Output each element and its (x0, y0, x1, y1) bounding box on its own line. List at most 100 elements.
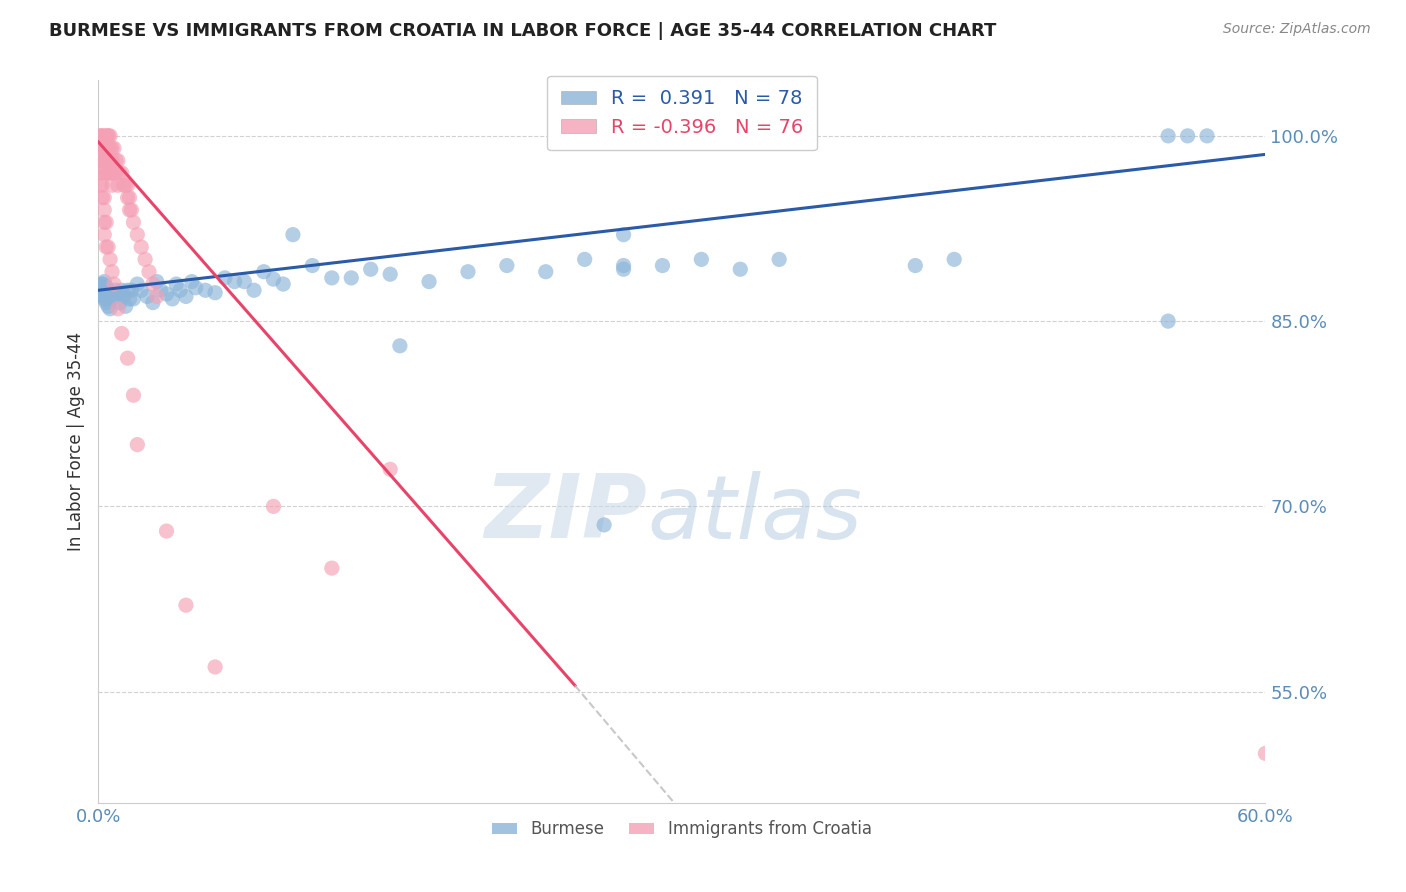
Point (96, 128, 118, 143)
Point (96, 292, 118, 306)
Point (93, 202, 115, 217)
Point (107, 301, 129, 316)
Point (121, 283, 143, 297)
Point (122, 292, 145, 306)
Point (103, 277, 125, 291)
Point (651, 259, 673, 273)
Point (138, 265, 160, 279)
Point (98, 252, 121, 267)
Point (730, 262, 752, 277)
Point (418, 275, 440, 289)
Point (91, 128, 114, 143)
Point (89, 178, 111, 193)
Point (146, 289, 169, 303)
Point (388, 339, 411, 353)
Point (93, 141, 115, 155)
Point (89, 141, 111, 155)
Point (262, 272, 284, 286)
Point (89, 287, 111, 301)
Point (149, 283, 172, 297)
Point (107, 153, 129, 168)
Point (97, 141, 120, 155)
Point (253, 265, 276, 279)
Point (97, 128, 120, 143)
Point (301, 259, 323, 273)
Point (93, 153, 115, 168)
Point (98, 166, 121, 180)
Point (118, 191, 141, 205)
Point (613, 227, 636, 242)
Point (93, 191, 115, 205)
Point (118, 202, 141, 217)
Point (91, 141, 114, 155)
Point (97, 240, 120, 254)
Point (129, 283, 152, 297)
Point (97, 166, 120, 180)
Point (93, 166, 115, 180)
Point (243, 283, 266, 297)
Point (101, 292, 124, 306)
Point (321, 561, 343, 575)
Point (127, 227, 149, 242)
Point (281, 227, 304, 242)
Point (117, 283, 139, 297)
Point (1157, 314, 1180, 328)
Point (146, 275, 169, 289)
Point (89, 128, 111, 143)
Point (121, 202, 143, 217)
Point (91, 191, 114, 205)
Point (904, 259, 927, 273)
Point (340, 271, 363, 285)
Point (380, 267, 402, 281)
Point (194, 283, 217, 297)
Point (93, 275, 115, 289)
Point (118, 292, 141, 306)
Point (96, 166, 118, 180)
Point (111, 326, 134, 341)
Point (93, 215, 115, 229)
Point (91, 153, 114, 168)
Point (101, 153, 124, 168)
Point (98, 153, 121, 168)
Point (101, 166, 124, 180)
Point (96, 153, 118, 168)
Point (93, 283, 115, 297)
Point (142, 277, 165, 291)
Point (155, 524, 177, 538)
Point (184, 281, 207, 295)
Point (496, 259, 519, 273)
Legend: Burmese, Immigrants from Croatia: Burmese, Immigrants from Croatia (485, 814, 879, 845)
Point (107, 287, 129, 301)
Point (97, 299, 120, 313)
Point (98, 141, 121, 155)
Point (127, 277, 149, 291)
Text: Source: ZipAtlas.com: Source: ZipAtlas.com (1223, 22, 1371, 37)
Point (204, 660, 226, 674)
Point (180, 275, 202, 289)
Point (111, 283, 134, 297)
Point (103, 141, 125, 155)
Point (108, 166, 131, 180)
Point (101, 178, 124, 193)
Point (101, 265, 124, 279)
Point (97, 128, 120, 143)
Point (98, 301, 121, 316)
Point (96, 295, 118, 310)
Point (108, 295, 131, 310)
Point (174, 598, 197, 612)
Point (162, 292, 184, 306)
Point (96, 240, 118, 254)
Point (271, 277, 294, 291)
Point (89, 128, 111, 143)
Point (142, 295, 165, 310)
Point (534, 265, 557, 279)
Point (103, 289, 125, 303)
Point (117, 178, 139, 193)
Point (122, 388, 145, 402)
Point (1157, 128, 1180, 143)
Point (117, 351, 139, 366)
Point (457, 265, 479, 279)
Point (96, 141, 118, 155)
Point (165, 277, 187, 291)
Point (93, 227, 115, 242)
